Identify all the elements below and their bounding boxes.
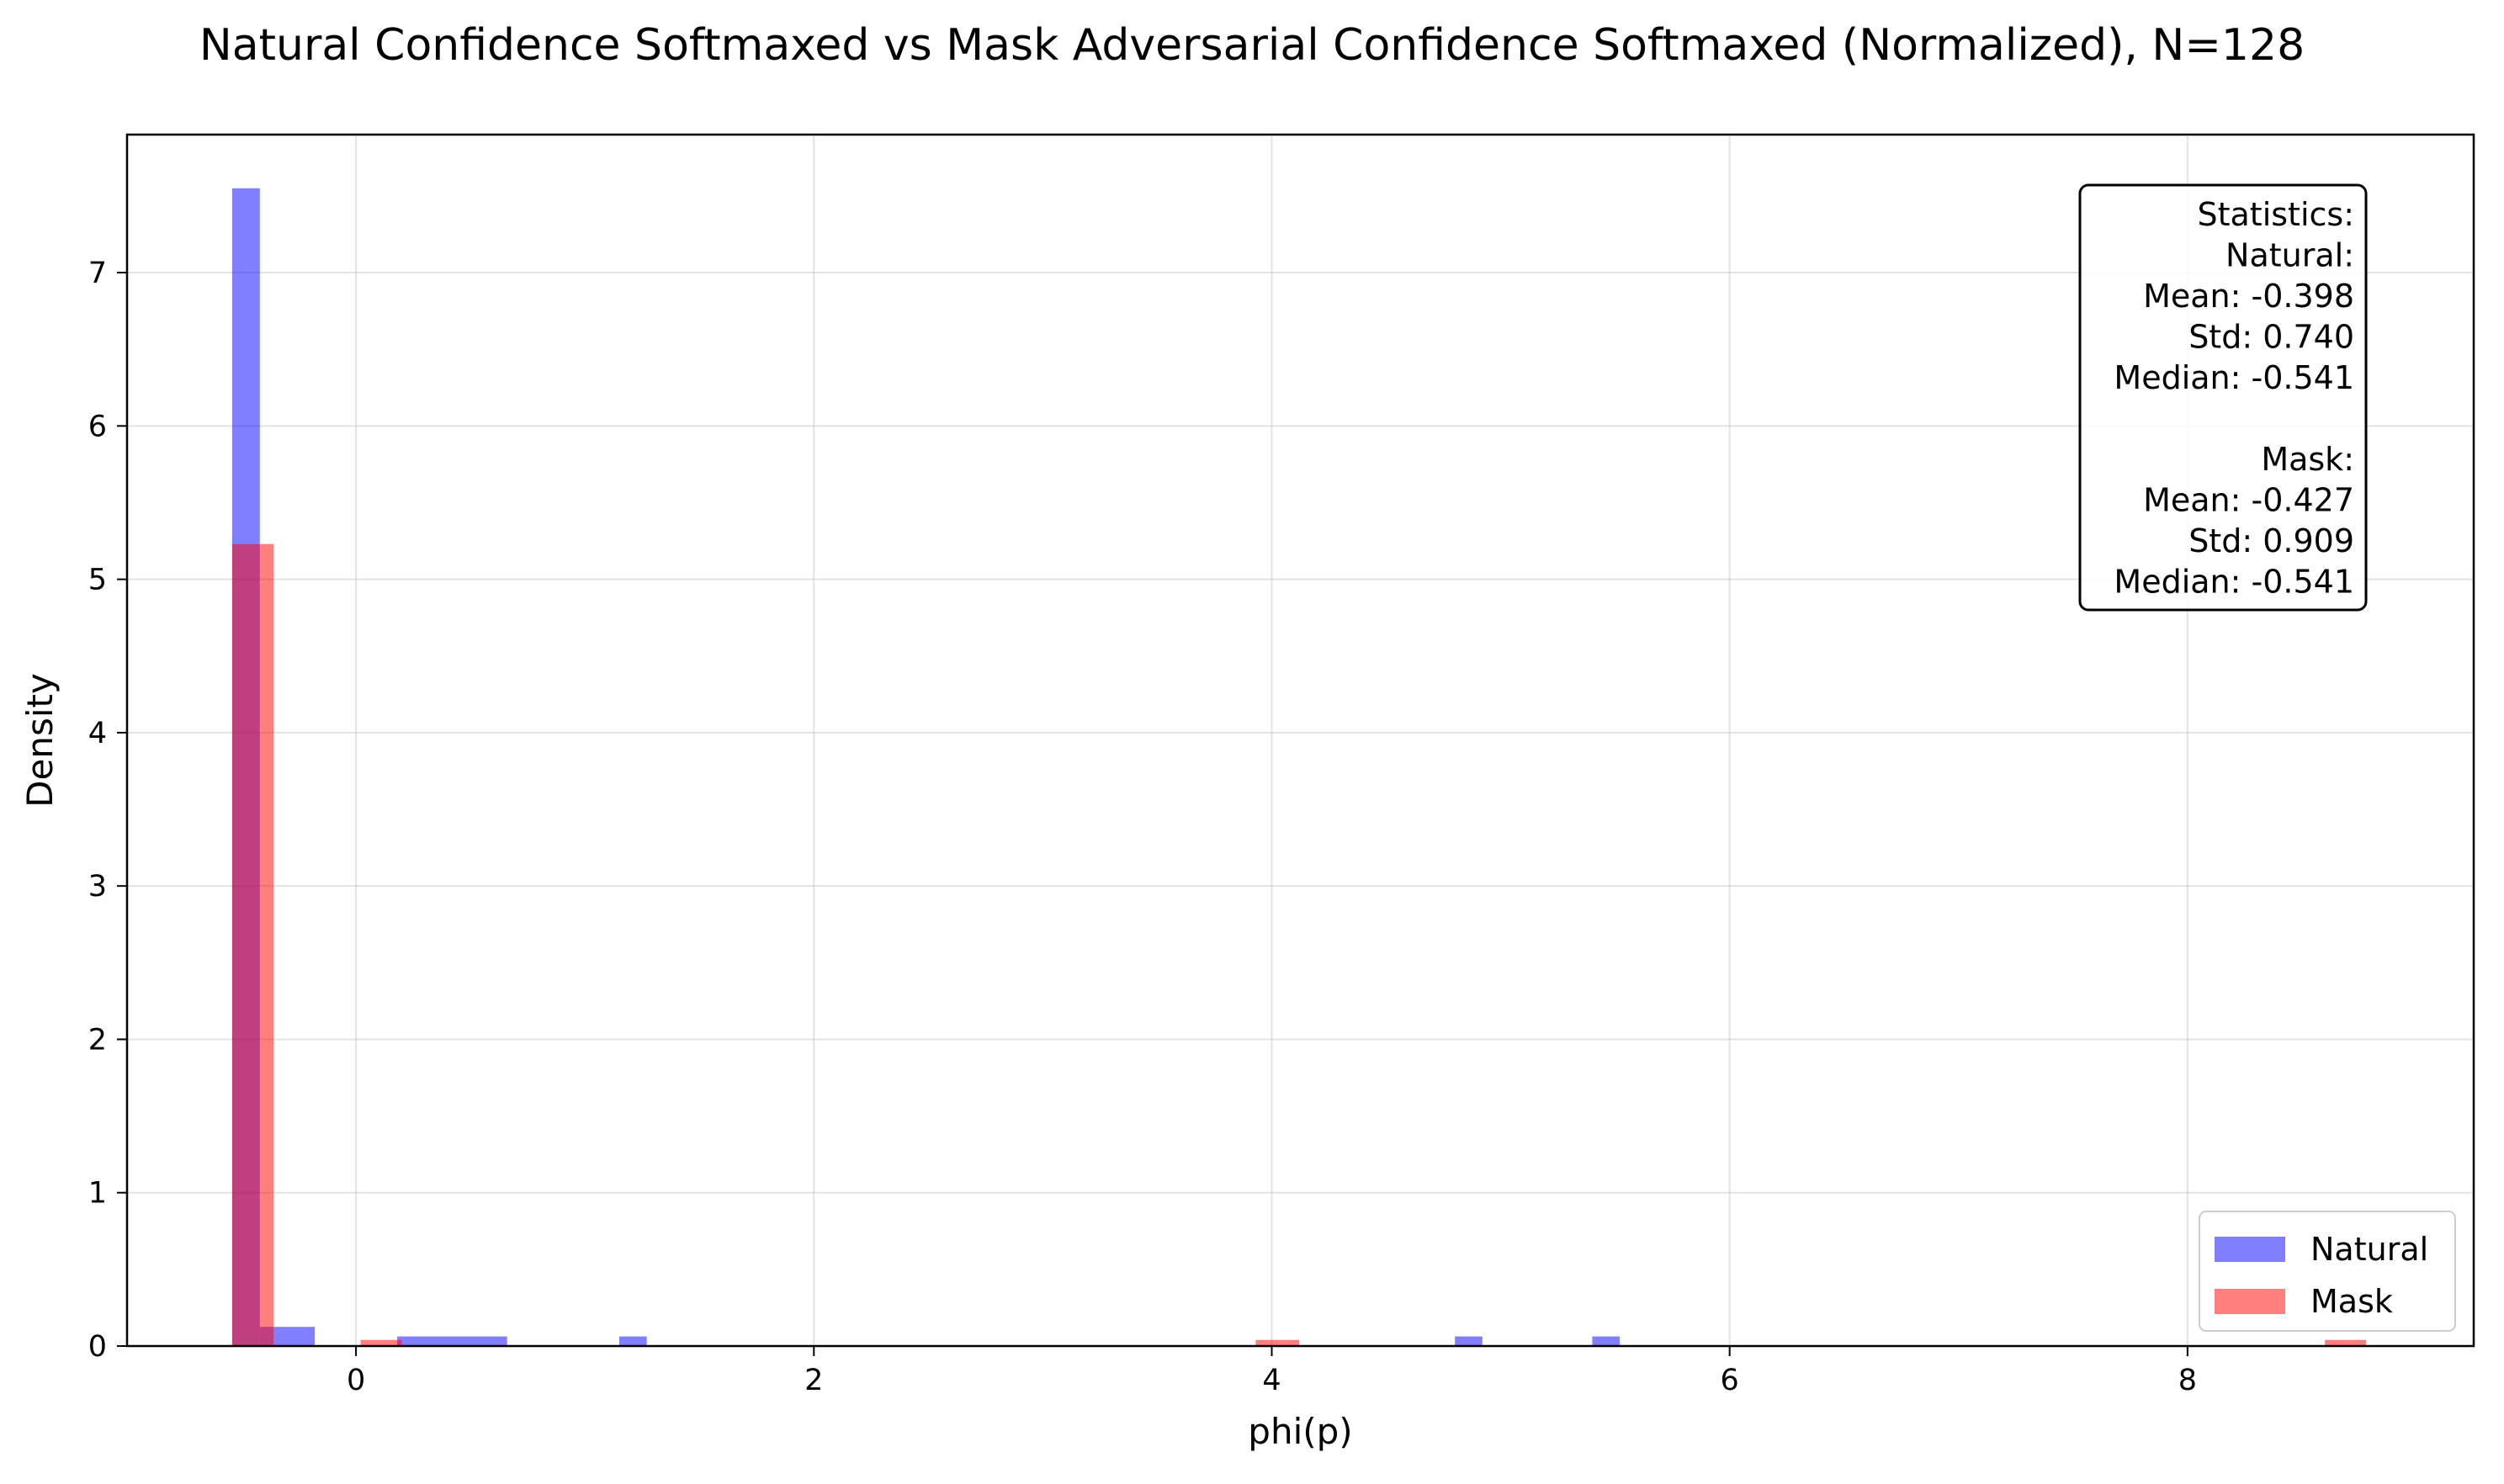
statistics-line: Statistics: [2197,196,2354,233]
statistics-line: Std: 0.740 [2188,319,2354,356]
y-tick-label: 2 [88,1023,107,1057]
y-tick-label: 3 [88,870,107,904]
natural-histogram-bar [1455,1336,1483,1346]
x-tick-label: 0 [347,1364,365,1397]
statistics-line: Median: -0.541 [2114,564,2354,601]
mask-histogram-bar [231,543,274,1346]
natural-legend-swatch [2215,1237,2285,1262]
y-tick-label: 5 [88,564,107,597]
mask-legend-swatch [2215,1289,2285,1314]
y-axis-label: Density [19,673,61,808]
statistics-box: Statistics: Natural: Mean: -0.398 Std: 0.74… [2078,183,2368,612]
statistics-line: Natural: [2225,237,2354,274]
mask-histogram-bar [2325,1339,2367,1346]
statistics-line: Mean: -0.398 [2143,278,2354,315]
x-tick-label: 6 [1721,1364,1739,1397]
legend-label: Natural [2310,1231,2428,1268]
x-tick-label: 8 [2178,1364,2197,1397]
mask-histogram-bar [1255,1339,1300,1346]
y-tick-label: 4 [88,717,107,750]
x-tick-label: 2 [804,1364,823,1397]
statistics-line: Mask: [2261,441,2354,478]
natural-histogram-bar [397,1336,507,1346]
chart-title: Natural Confidence Softmaxed vs Mask Adv… [199,20,2305,71]
y-tick-label: 6 [88,410,107,443]
natural-histogram-bar [619,1336,647,1346]
statistics-line: Std: 0.909 [2188,522,2354,559]
x-axis-label: phi(p) [1248,1411,1352,1452]
statistics-line: Median: -0.541 [2114,359,2354,396]
statistics-box-frame [2078,183,2368,612]
mask-histogram-bar [360,1339,402,1346]
statistics-line: Mean: -0.427 [2143,482,2354,519]
legend: Natural Mask [2199,1211,2456,1332]
y-tick-label: 0 [88,1330,107,1364]
y-tick-label: 1 [88,1177,107,1211]
x-tick-label: 4 [1262,1364,1281,1397]
axis-ticks: 0 2 4 6 8 0 1 2 3 4 5 6 7 [88,257,2197,1397]
y-tick-label: 7 [88,257,107,290]
natural-histogram-bar [1592,1336,1621,1346]
legend-label: Mask [2310,1283,2393,1320]
plot-area-frame [125,133,2475,1348]
histogram-bars [231,188,2367,1346]
